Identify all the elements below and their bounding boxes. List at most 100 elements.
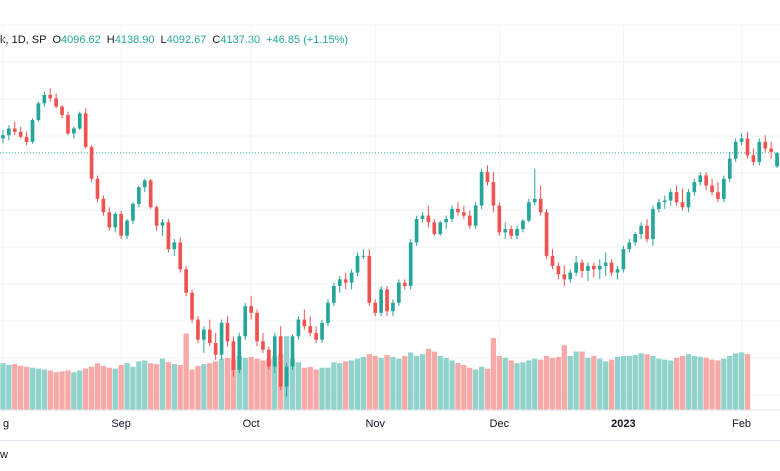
- candle: [148, 178, 153, 209]
- candle: [509, 225, 513, 240]
- candle-body: [432, 222, 437, 235]
- candle: [532, 168, 537, 206]
- candle: [72, 126, 76, 139]
- volume-bar: [478, 366, 485, 410]
- candle-body: [326, 302, 330, 323]
- candle: [568, 269, 573, 283]
- candle-body: [95, 178, 100, 199]
- candle: [60, 104, 64, 119]
- volume-bar: [508, 360, 514, 410]
- volume-bar: [673, 357, 680, 410]
- candle: [349, 269, 354, 290]
- candle-body: [107, 212, 112, 228]
- candle-body: [438, 222, 443, 235]
- volume-bar: [608, 359, 615, 410]
- candle-body: [568, 272, 573, 280]
- candle: [272, 332, 277, 374]
- candle-body: [538, 198, 543, 213]
- candle-body: [255, 312, 259, 342]
- candle-body: [202, 329, 206, 340]
- candle: [337, 275, 342, 293]
- candle: [603, 252, 608, 276]
- x-tick-label: Feb: [732, 418, 751, 430]
- open-value: 4096.62: [61, 34, 101, 46]
- candle: [89, 145, 94, 183]
- candle-body: [243, 306, 248, 337]
- volume-bars: [0, 333, 751, 410]
- volume-bar: [579, 351, 585, 410]
- volume-bar: [177, 365, 183, 410]
- candle: [420, 212, 425, 223]
- volume-bar: [29, 367, 36, 410]
- volume-bar: [47, 370, 53, 410]
- candle: [332, 282, 336, 307]
- candle-body: [580, 262, 584, 271]
- volume-bar: [591, 356, 597, 410]
- x-tick-label: Oct: [243, 418, 260, 430]
- low-value-group: L4092.67: [161, 34, 207, 46]
- volume-bar: [419, 354, 426, 410]
- candle: [30, 118, 35, 144]
- volume-bar: [650, 356, 656, 410]
- candle: [674, 185, 679, 206]
- candle-body: [119, 213, 123, 236]
- volume-bar: [614, 356, 621, 410]
- chart-footer: w: [0, 440, 780, 471]
- volume-bar: [390, 356, 396, 410]
- candle: [172, 239, 177, 256]
- volume-bar: [644, 354, 650, 410]
- volume-bar: [632, 355, 638, 410]
- volume-bar: [6, 365, 12, 410]
- volume-bar: [136, 361, 142, 410]
- candle-body: [698, 175, 703, 183]
- candle-body: [497, 205, 502, 233]
- volume-bar: [360, 356, 367, 410]
- candle: [314, 326, 318, 344]
- candle: [125, 218, 129, 240]
- candle: [166, 218, 171, 253]
- candle-body: [89, 146, 94, 179]
- candle-body: [556, 265, 561, 275]
- volume-bar: [697, 356, 703, 410]
- volume-bar: [567, 356, 573, 410]
- candle-body: [219, 322, 224, 355]
- candle-body: [769, 148, 773, 152]
- volume-bar: [295, 362, 302, 410]
- volume-bar: [721, 358, 727, 410]
- volume-bar: [23, 366, 30, 410]
- x-tick-label: Dec: [490, 418, 510, 430]
- candle: [757, 138, 762, 166]
- candle-body: [54, 98, 58, 107]
- volume-bar: [514, 363, 520, 410]
- candle-body: [639, 225, 643, 235]
- volume-bar: [112, 368, 118, 410]
- volume-bar: [18, 365, 24, 410]
- change-value: +46.85 (+1.15%): [266, 34, 349, 46]
- candle-body: [178, 242, 183, 270]
- volume-bar: [183, 333, 189, 410]
- candle: [95, 175, 100, 203]
- candle-body: [408, 242, 413, 287]
- candle: [296, 316, 301, 340]
- volume-bar: [543, 356, 550, 410]
- candle: [302, 309, 307, 330]
- candle: [12, 121, 17, 136]
- candle-body: [550, 255, 555, 266]
- candle: [485, 165, 490, 186]
- candle: [444, 215, 448, 230]
- volume-bar: [597, 358, 603, 410]
- candle-body: [373, 302, 378, 313]
- candle: [692, 178, 697, 196]
- candle-body: [190, 292, 194, 320]
- candle: [1, 130, 5, 144]
- volume-bar: [526, 360, 532, 410]
- candle-body: [278, 336, 283, 387]
- volume-bar: [354, 358, 361, 410]
- ohlc-legend: k, 1D, SP O4096.62 H4138.90 L4092.67 C41…: [0, 31, 348, 49]
- volume-bar: [106, 367, 112, 410]
- volume-bar: [88, 366, 95, 410]
- volume-bar: [549, 357, 556, 410]
- candle: [680, 188, 685, 211]
- x-tick-label: g: [3, 418, 9, 430]
